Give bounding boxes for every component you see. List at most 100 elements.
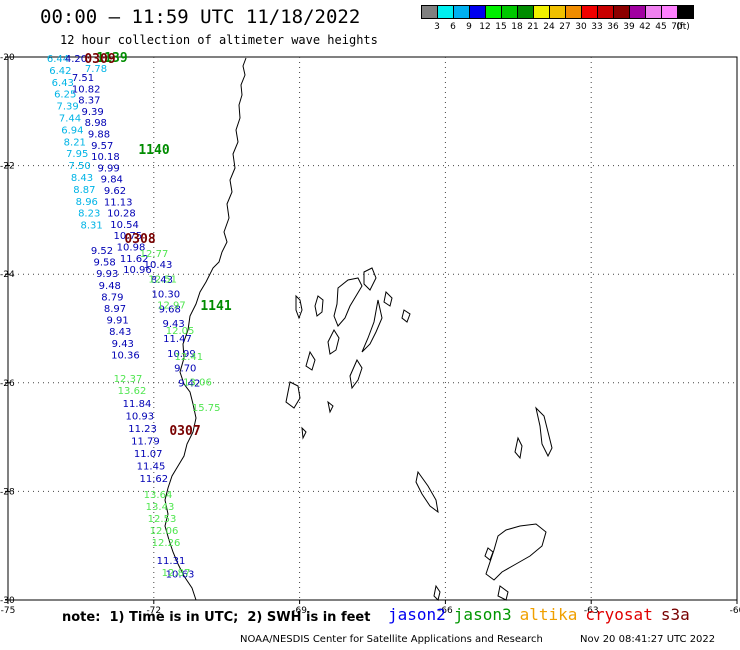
color-scale-tick: 42 — [639, 22, 651, 32]
island-coast — [327, 400, 334, 414]
x-tick-label: -66 — [438, 606, 453, 616]
color-scale-tick: 12 — [479, 22, 491, 32]
wave-height-value: 6.25 — [54, 90, 76, 101]
wave-height-value: 10.63 — [166, 570, 195, 581]
island-coast — [514, 436, 523, 460]
wave-height-value: 6.94 — [61, 125, 83, 136]
wave-height-value: 11.79 — [131, 437, 160, 448]
wave-height-value: 11.31 — [157, 556, 186, 567]
wave-height-value: 9.57 — [91, 141, 113, 152]
y-tick-label: -26 — [0, 379, 15, 389]
pass-time-label: 0308 — [124, 232, 155, 247]
wave-height-value: 10.18 — [91, 152, 120, 163]
wave-height-value: 9.93 — [96, 269, 118, 280]
color-scale-tick: 15 — [495, 22, 507, 32]
y-tick-label: -24 — [0, 270, 15, 280]
island-coast — [485, 523, 547, 581]
wave-height-value: 10.82 — [72, 84, 101, 95]
legend-item: cryosat — [585, 605, 653, 624]
island-coast — [535, 406, 553, 458]
satellite-legend: jason2 jason3 altika cryosat s3a — [388, 605, 698, 624]
map-frame — [7, 56, 738, 601]
x-tick-label: -75 — [1, 606, 16, 616]
island-coast — [314, 295, 324, 317]
color-scale-tick: 45 — [655, 22, 667, 32]
y-tick-label: -22 — [0, 162, 15, 172]
color-scale-tick: 70 — [671, 22, 683, 32]
wave-height-value: 9.84 — [101, 175, 123, 186]
wave-height-value: 8.21 — [64, 137, 86, 148]
map-border — [7, 56, 738, 601]
island-coast — [301, 426, 307, 440]
wave-height-value: 9.70 — [174, 364, 196, 375]
island-coast — [305, 350, 316, 371]
wave-height-value: 7.51 — [72, 73, 94, 84]
wave-height-value: 13.06 — [183, 378, 212, 389]
y-tick-label: -28 — [0, 487, 15, 497]
wave-height-value: 11.62 — [139, 474, 168, 485]
wave-height-value: 12.26 — [152, 538, 181, 549]
island-coast — [383, 290, 393, 307]
wave-height-value: 12.53 — [148, 514, 177, 525]
wave-height-value: 9.43 — [162, 319, 184, 330]
wave-height-value: 13.43 — [146, 502, 175, 513]
wave-height-value: 10.98 — [117, 243, 146, 254]
wave-height-value: 8.43 — [151, 275, 173, 286]
page-subtitle: 12 hour collection of altimeter wave hei… — [60, 33, 378, 47]
mainland-coast — [164, 57, 247, 601]
wave-height-value: 8.37 — [78, 96, 100, 107]
wave-height-value: 11.45 — [137, 462, 166, 473]
wave-height-value: 10.99 — [167, 349, 196, 360]
wave-height-value: 10.43 — [144, 260, 173, 271]
island-coast — [327, 328, 340, 355]
wave-height-value: 7.95 — [66, 149, 88, 160]
legend-item: s3a — [660, 605, 690, 624]
wave-height-value: 10.96 — [123, 265, 152, 276]
wave-height-value: 12.06 — [150, 526, 179, 537]
color-scale-swatch — [677, 5, 694, 19]
island-coast — [415, 470, 439, 514]
color-scale-tick: 6 — [450, 22, 456, 32]
pass-time-label: 0307 — [169, 424, 200, 439]
wave-height-value: 11.84 — [123, 399, 152, 410]
wave-height-value: 7.39 — [56, 102, 78, 113]
color-scale-tick: 36 — [607, 22, 619, 32]
wave-height-value: 12.51 — [148, 275, 177, 286]
y-tick-label: -30 — [0, 596, 15, 606]
wave-height-value: 9.62 — [104, 186, 126, 197]
wave-height-value: 11.07 — [134, 449, 163, 460]
wave-height-value: 9.39 — [81, 107, 103, 118]
wave-height-value: 10.75 — [113, 231, 142, 242]
coastline — [164, 57, 553, 601]
color-scale-tick: 9 — [466, 22, 472, 32]
wave-height-value: 9.42 — [178, 378, 200, 389]
wave-height-value: 9.58 — [93, 258, 115, 269]
wave-height-value: 9.48 — [99, 281, 121, 292]
wave-height-value: 8.23 — [78, 209, 100, 220]
island-coast — [285, 381, 301, 409]
island-coast — [433, 584, 441, 601]
data-points: 6.446.426.436.257.397.446.948.217.957.50… — [47, 54, 221, 581]
island-coast — [497, 585, 509, 601]
wave-height-value: 12.05 — [166, 326, 195, 337]
color-scale-tick: 3 — [434, 22, 440, 32]
wave-height-value: 13.62 — [118, 386, 147, 397]
color-scale-tick: (ft) — [676, 22, 690, 32]
wave-height-value: 8.31 — [80, 221, 102, 232]
footer-timestamp: Nov 20 08:41:27 UTC 2022 — [580, 634, 716, 645]
wave-height-value: 9.91 — [106, 316, 128, 327]
wave-height-value: 11.13 — [104, 197, 133, 208]
wave-height-value: 4.20 — [65, 54, 87, 65]
wave-height-value: 11.62 — [120, 254, 149, 265]
x-tick-label: -69 — [292, 606, 307, 616]
color-scale-tick: 24 — [543, 22, 555, 32]
legend-item: jason2 — [388, 605, 446, 624]
wave-height-value: 12.97 — [157, 300, 186, 311]
wave-height-value: 11.47 — [163, 334, 192, 345]
wave-height-value: 9.68 — [159, 304, 181, 315]
wave-height-value: 9.43 — [112, 339, 134, 350]
wave-height-value: 10.36 — [111, 350, 140, 361]
color-scale-tick: 27 — [559, 22, 571, 32]
wave-height-value: 8.43 — [71, 173, 93, 184]
axis-ticks: -75 -72 -69 -66 -63 -60 -20 -22 -24 -26 -28 -30 — [0, 53, 740, 616]
